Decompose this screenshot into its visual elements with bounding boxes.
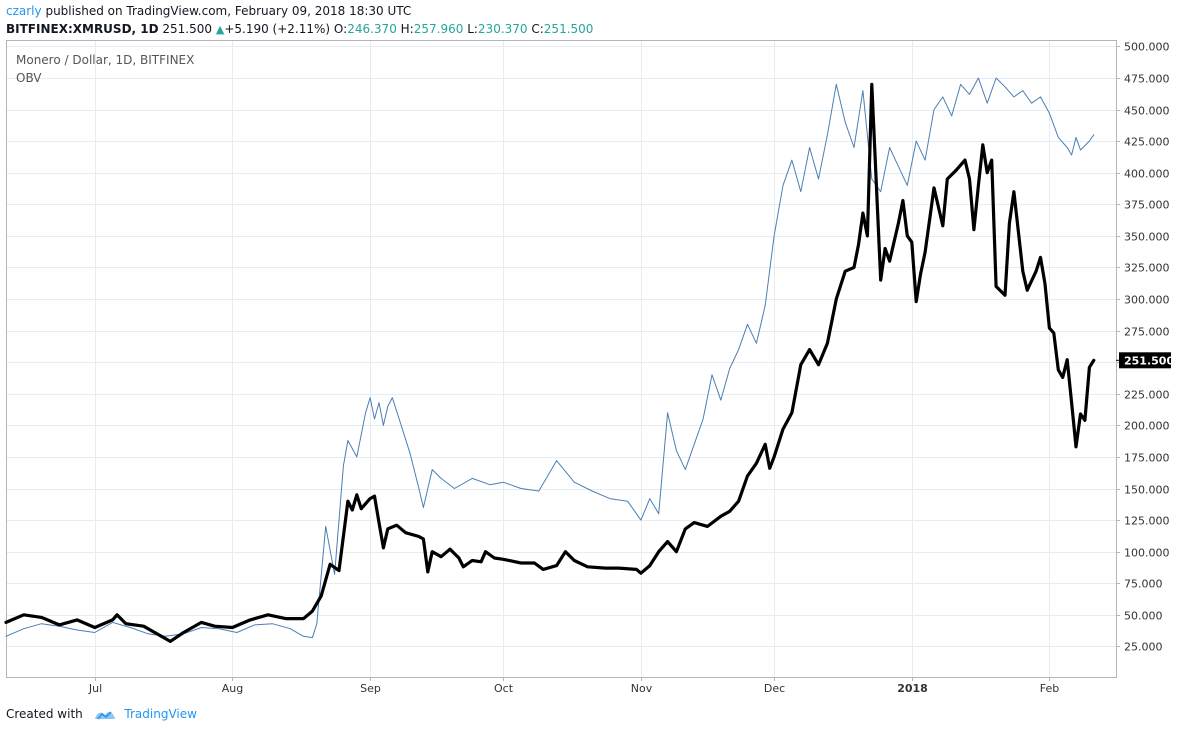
up-arrow-icon: ▲ — [215, 23, 225, 36]
y-tick-label: 425.000 — [1124, 136, 1170, 149]
y-tick-label: 175.000 — [1124, 452, 1170, 465]
y-tick-label: 275.000 — [1124, 326, 1170, 339]
created-with-text: Created with — [6, 707, 83, 721]
last-price-badge — [1119, 352, 1171, 369]
indicator-legend: OBV — [16, 71, 42, 85]
footer: Created with TradingView — [6, 707, 197, 722]
tradingview-brand-link[interactable]: TradingView — [124, 707, 197, 721]
x-tick-label: Sep — [360, 682, 381, 695]
obv-series-line — [5, 77, 1095, 639]
y-tick-label: 100.000 — [1124, 547, 1170, 560]
y-tick-label: 50.000 — [1124, 610, 1163, 623]
last-price-badge-group: 251.500 — [1116, 352, 1174, 369]
high-value: 257.960 — [413, 22, 464, 36]
y-tick-label: 75.000 — [1124, 578, 1163, 591]
y-tick-label: 300.000 — [1124, 294, 1170, 307]
y-tick-label: 350.000 — [1124, 231, 1170, 244]
y-tick-label: 200.000 — [1124, 420, 1170, 433]
y-tick-label: 325.000 — [1124, 262, 1170, 275]
y-tick-label: 475.000 — [1124, 73, 1170, 86]
y-axis[interactable]: 25.000 50.000 75.000 100.000 125.000 150.000 1… — [1116, 41, 1170, 654]
price-chart[interactable]: 25.000 50.000 75.000 100.000 125.000 150.000 1… — [0, 0, 1194, 700]
chart-grid — [6, 40, 1116, 677]
y-tick-label: 400.000 — [1124, 168, 1170, 181]
series-layer — [4, 77, 1096, 643]
plot-frame — [6, 40, 1117, 678]
y-tick-label: 225.000 — [1124, 389, 1170, 402]
y-tick-label: 25.000 — [1124, 641, 1163, 654]
x-tick-label: Feb — [1040, 682, 1059, 695]
y-tick-label: 450.000 — [1124, 105, 1170, 118]
x-tick-label: 2018 — [897, 682, 928, 695]
low-label: L: — [467, 22, 478, 36]
y-tick-label: 500.000 — [1124, 41, 1170, 54]
y-tick-label: 150.000 — [1124, 484, 1170, 497]
close-label: C: — [531, 22, 544, 36]
close-value: 251.500 — [543, 22, 594, 36]
x-tick-label: Aug — [222, 682, 243, 695]
ohlc-bar: BITFINEX:XMRUSD, 1D 251.500 ▲+5.190 (+2.… — [6, 22, 593, 36]
symbol-label: BITFINEX:XMRUSD, 1D — [6, 22, 159, 36]
x-tick-label: Jul — [88, 682, 102, 695]
tradingview-logo-icon — [94, 710, 115, 719]
published-text: published on TradingView.com, February 0… — [45, 4, 412, 18]
y-tick-label: 125.000 — [1124, 515, 1170, 528]
high-label: H: — [400, 22, 414, 36]
open-label: O: — [333, 22, 348, 36]
open-value: 246.370 — [347, 22, 397, 36]
published-line: czarly published on TradingView.com, Feb… — [6, 4, 411, 18]
price-change: +5.190 (+2.11%) — [224, 22, 331, 36]
price-series-line — [4, 82, 1096, 643]
x-tick-label: Dec — [764, 682, 785, 695]
chart-legend-title: Monero / Dollar, 1D, BITFINEX — [16, 53, 195, 67]
author-link[interactable]: czarly — [6, 4, 42, 18]
x-tick-label: Nov — [631, 682, 653, 695]
last-price-badge-label: 251.500 — [1124, 354, 1174, 367]
x-axis[interactable]: Jul Aug Sep Oct Nov Dec 2018 Feb — [88, 677, 1059, 695]
low-value: 230.370 — [477, 22, 528, 36]
y-tick-label: 375.000 — [1124, 199, 1170, 212]
last-price: 251.500 — [162, 22, 213, 36]
x-tick-label: Oct — [494, 682, 514, 695]
